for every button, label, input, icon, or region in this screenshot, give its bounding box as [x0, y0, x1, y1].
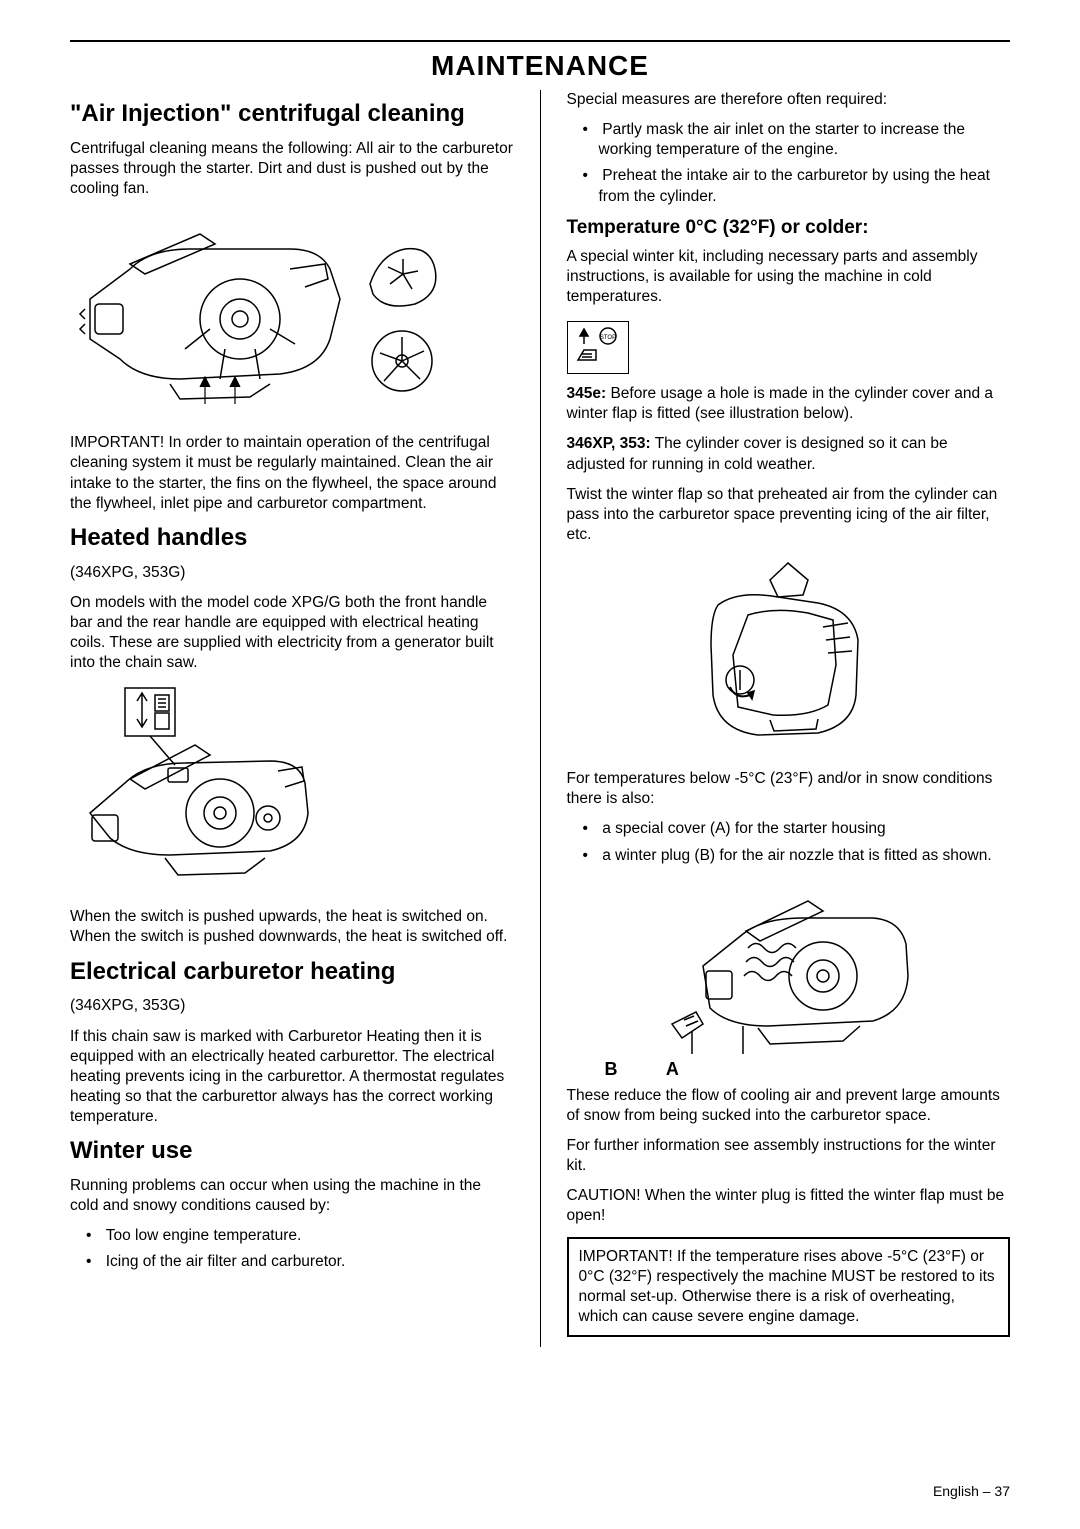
stop-read-icon: STOP	[567, 321, 629, 374]
list-special-measures: Partly mask the air inlet on the starter…	[567, 120, 1011, 207]
para-carb: If this chain saw is marked with Carbure…	[70, 1027, 514, 1128]
list-winter-causes: Too low engine temperature. Icing of the…	[70, 1226, 514, 1272]
figure-cylinder-cover	[567, 555, 1011, 755]
figure-heated-handles	[70, 683, 514, 893]
para-346: 346XP, 353: The cylinder cover is design…	[567, 434, 1011, 474]
figure-winter-cover	[567, 876, 1011, 1061]
para-air-important: IMPORTANT! In order to maintain operatio…	[70, 433, 514, 514]
para-carb-models: (346XPG, 353G)	[70, 996, 514, 1016]
para-reduce: These reduce the flow of cooling air and…	[567, 1086, 1011, 1126]
para-345e: 345e: Before usage a hole is made in the…	[567, 384, 1011, 424]
list-item: Preheat the intake air to the carburetor…	[567, 166, 1011, 206]
para-heated-models: (346XPG, 353G)	[70, 563, 514, 583]
heading-temperature: Temperature 0°C (32°F) or colder:	[567, 217, 1011, 239]
figure-centrifugal	[70, 209, 514, 419]
two-column-layout: "Air Injection" centrifugal cleaning Cen…	[70, 90, 1010, 1347]
list-below5: a special cover (A) for the starter hous…	[567, 819, 1011, 865]
important-box: IMPORTANT! If the temperature rises abov…	[567, 1237, 1011, 1338]
list-item: Too low engine temperature.	[70, 1226, 514, 1246]
para-heated: On models with the model code XPG/G both…	[70, 593, 514, 674]
page-footer: English – 37	[933, 1483, 1010, 1499]
para-heated-switch: When the switch is pushed upwards, the h…	[70, 907, 514, 947]
list-item: Partly mask the air inlet on the starter…	[567, 120, 1011, 160]
para-below5: For temperatures below -5°C (23°F) and/o…	[567, 769, 1011, 809]
right-column: Special measures are therefore often req…	[567, 90, 1011, 1347]
list-item: a winter plug (B) for the air nozzle tha…	[567, 846, 1011, 866]
para-special: Special measures are therefore often req…	[567, 90, 1011, 110]
para-caution: CAUTION! When the winter plug is fitted …	[567, 1186, 1011, 1226]
para-temp: A special winter kit, including necessar…	[567, 247, 1011, 307]
list-item: Icing of the air filter and carburetor.	[70, 1252, 514, 1272]
left-column: "Air Injection" centrifugal cleaning Cen…	[70, 90, 514, 1347]
heading-heated-handles: Heated handles	[70, 524, 514, 553]
page-title: MAINTENANCE	[70, 50, 1010, 82]
page-top-rule	[70, 40, 1010, 42]
column-divider	[540, 90, 541, 1347]
heading-winter-use: Winter use	[70, 1137, 514, 1166]
list-item: a special cover (A) for the starter hous…	[567, 819, 1011, 839]
heading-carb-heating: Electrical carburetor heating	[70, 958, 514, 987]
para-further: For further information see assembly ins…	[567, 1136, 1011, 1176]
para-important-box: IMPORTANT! If the temperature rises abov…	[579, 1247, 999, 1328]
heading-air-injection: "Air Injection" centrifugal cleaning	[70, 100, 514, 129]
para-winter: Running problems can occur when using th…	[70, 1176, 514, 1216]
para-air-injection: Centrifugal cleaning means the following…	[70, 139, 514, 199]
figure-label-ba: B A	[567, 1059, 1011, 1080]
para-twist: Twist the winter flap so that preheated …	[567, 485, 1011, 545]
svg-text:STOP: STOP	[599, 335, 615, 341]
